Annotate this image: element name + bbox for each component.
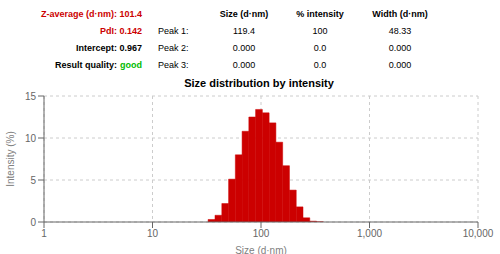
html-text:0.000: 0.000: [388, 60, 412, 70]
html-text:0.0: 0.0: [313, 60, 327, 70]
html-text:% intensity: % intensity: [296, 9, 344, 19]
html-text:0.000: 0.000: [232, 43, 256, 53]
html-text:Size (d·nm): Size (d·nm): [219, 9, 269, 19]
html-text:119.4: 119.4: [233, 26, 255, 36]
html-text:Peak 1:: Peak 1:: [158, 26, 189, 36]
html-text:Intercept: 0.967: Intercept: 0.967: [76, 43, 142, 53]
svg-text:10: 10: [147, 228, 159, 239]
svg-text:1: 1: [41, 228, 47, 239]
html-text:Result quality: good: Result quality: good: [55, 60, 142, 70]
html-text:Width (d·nm): Width (d·nm): [372, 9, 428, 19]
html-text:Z-average (d·nm): 101.4: Z-average (d·nm): 101.4: [41, 9, 142, 19]
svg-text:15: 15: [25, 91, 37, 102]
html-text:PdI: 0.142: PdI: 0.142: [100, 26, 142, 36]
html-text:48.33: 48.33: [388, 26, 412, 36]
svg-text:100: 100: [253, 228, 270, 239]
html-text:Peak 2:: Peak 2:: [158, 43, 189, 53]
svg-text:5: 5: [30, 175, 36, 186]
html-text:0.000: 0.000: [388, 43, 412, 53]
html-text:Size distribution by intensity: Size distribution by intensity: [184, 77, 334, 89]
html-text:0.0: 0.0: [313, 43, 327, 53]
svg-text:Intensity (%): Intensity (%): [8, 131, 16, 187]
svg-text:0: 0: [30, 217, 36, 228]
svg-text:Size (d·nm): Size (d·nm): [235, 245, 287, 254]
html-text:100: 100: [312, 26, 328, 36]
html-text:Peak 3:: Peak 3:: [158, 60, 189, 70]
html-text:0.000: 0.000: [232, 60, 256, 70]
svg-text:10,000: 10,000: [463, 228, 492, 239]
svg-text:1,000: 1,000: [357, 228, 382, 239]
svg-text:10: 10: [25, 133, 37, 144]
